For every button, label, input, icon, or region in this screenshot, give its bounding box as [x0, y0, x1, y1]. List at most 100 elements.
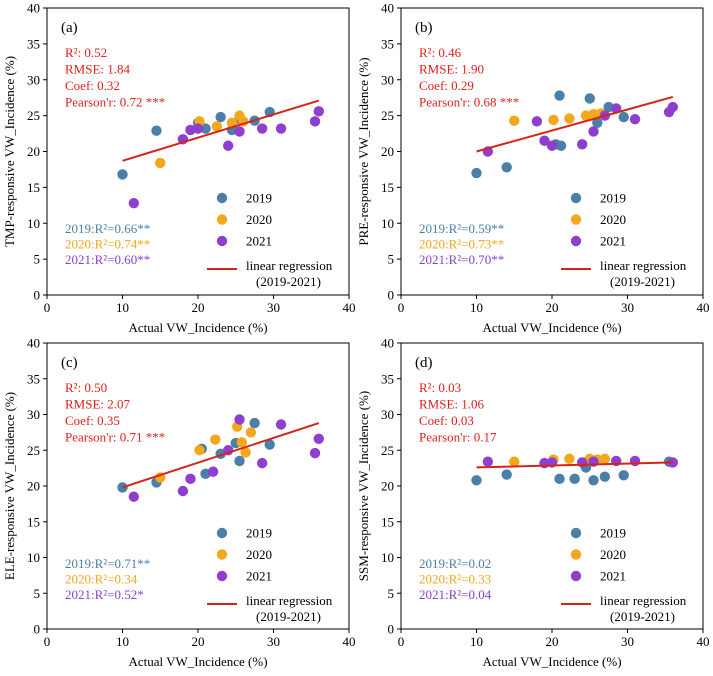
- point-2021: [208, 467, 218, 477]
- point-2019: [554, 90, 564, 100]
- legend-label: 2020: [600, 212, 626, 227]
- y-tick-label: 40: [27, 1, 40, 16]
- y-tick-label: 5: [34, 586, 41, 601]
- point-2019: [471, 475, 481, 485]
- y-tick-label: 10: [381, 216, 394, 231]
- scatter-panel-1: 0 10 20 30 40 0 5 10 15 20 25 30 35 40 Actual VW_Incid…: [2, 1, 356, 336]
- point-2021: [178, 486, 188, 496]
- y-tick-label: 25: [27, 108, 40, 123]
- stats-line: R²: 0.46: [419, 45, 462, 60]
- point-2019: [502, 162, 512, 172]
- point-2020: [600, 454, 610, 464]
- legend-label: 2021: [600, 234, 626, 249]
- year-stats-line: 2019:R²=0.66**: [65, 221, 150, 236]
- legend-label: linear regression: [246, 593, 333, 608]
- x-tick-label: 40: [343, 634, 356, 649]
- x-tick-label: 40: [343, 300, 356, 315]
- point-2021: [185, 474, 195, 484]
- legend-label: 2020: [246, 547, 272, 562]
- point-2021: [310, 448, 320, 458]
- panel-label: (a): [61, 20, 78, 36]
- x-tick-label: 30: [267, 634, 280, 649]
- point-2021: [577, 139, 587, 149]
- point-2019: [471, 168, 481, 178]
- x-axis-label: Actual VW_Incidence (%): [482, 654, 621, 669]
- x-tick-label: 20: [192, 634, 205, 649]
- y-tick-label: 30: [27, 407, 40, 422]
- point-2020: [194, 445, 204, 455]
- x-tick-label: 0: [44, 634, 51, 649]
- y-tick-label: 15: [27, 180, 40, 195]
- point-2021: [483, 456, 493, 466]
- x-tick-label: 30: [267, 300, 280, 315]
- y-tick-label: 15: [381, 514, 394, 529]
- y-tick-label: 0: [34, 288, 41, 303]
- point-2021: [129, 198, 139, 208]
- figure: 0 10 20 30 40 0 5 10 15 20 25 30 35 40 Actual VW_Incid…: [0, 0, 713, 676]
- x-tick-label: 30: [621, 300, 634, 315]
- scatter-panel-3: 0 10 20 30 40 0 5 10 15 20 25 30 35 40 Actual VW_Incid…: [2, 336, 356, 670]
- legend-label: 2019: [246, 191, 272, 206]
- scatter-panel-2: 0 10 20 30 40 0 5 10 15 20 25 30 35 40 Actual VW_Incid…: [356, 1, 710, 336]
- y-tick-label: 35: [381, 36, 394, 51]
- x-axis-label: Actual VW_Incidence (%): [128, 320, 267, 335]
- legend-marker-2021: [571, 571, 581, 581]
- point-2020: [548, 115, 558, 125]
- point-2020: [509, 456, 519, 466]
- x-tick-label: 40: [697, 300, 710, 315]
- year-stats-line: 2021:R²=0.52*: [65, 587, 144, 602]
- legend-marker-2019: [571, 528, 581, 538]
- legend-label: 2019: [600, 191, 626, 206]
- point-2021: [630, 114, 640, 124]
- y-tick-label: 0: [34, 622, 41, 637]
- y-tick-label: 35: [27, 36, 40, 51]
- legend-label: linear regression: [600, 258, 687, 273]
- stats-line: Coef: 0.03: [419, 413, 474, 428]
- year-stats-line: 2020:R²=0.74**: [65, 237, 150, 252]
- point-2021: [257, 458, 267, 468]
- stats-line: RMSE: 2.07: [65, 397, 131, 412]
- year-stats-line: 2020:R²=0.34: [65, 572, 138, 587]
- year-stats-line: 2021:R²=0.70**: [419, 252, 504, 267]
- x-tick-label: 30: [621, 634, 634, 649]
- point-2021: [276, 419, 286, 429]
- stats-line: RMSE: 1.06: [419, 397, 485, 412]
- point-2020: [237, 437, 247, 447]
- y-tick-label: 5: [388, 252, 395, 267]
- y-axis-label: ELE-responsive VW_Incidence (%): [2, 392, 17, 580]
- point-2021: [630, 456, 640, 466]
- point-2021: [668, 102, 678, 112]
- point-2019: [215, 112, 225, 122]
- y-tick-label: 5: [388, 586, 395, 601]
- y-tick-label: 25: [381, 108, 394, 123]
- y-tick-label: 20: [381, 479, 394, 494]
- legend-label: 2021: [246, 234, 272, 249]
- legend: 2019 2020 2021 linear regression(2019-2021): [561, 191, 687, 290]
- stats-line: Pearson'r: 0.17: [419, 430, 497, 445]
- point-2019: [585, 93, 595, 103]
- x-tick-label: 10: [116, 634, 129, 649]
- scatter-panel-4: 0 10 20 30 40 0 5 10 15 20 25 30 35 40 Actual VW_Incid…: [356, 336, 710, 670]
- y-tick-label: 20: [27, 479, 40, 494]
- y-tick-label: 25: [381, 443, 394, 458]
- stats-line: Coef: 0.29: [419, 78, 474, 93]
- legend-label: 2021: [600, 569, 626, 584]
- year-stats-line: 2021:R²=0.04: [419, 587, 492, 602]
- x-tick-label: 10: [470, 634, 483, 649]
- y-tick-label: 30: [381, 72, 394, 87]
- y-tick-label: 40: [381, 1, 394, 16]
- y-axis-label: PRE-responsive VW_Incidence (%): [356, 57, 371, 245]
- point-2019: [619, 470, 629, 480]
- point-2019: [502, 469, 512, 479]
- x-tick-label: 20: [546, 300, 559, 315]
- x-axis-label: Actual VW_Incidence (%): [128, 654, 267, 669]
- point-2021: [234, 126, 244, 136]
- point-2019: [569, 474, 579, 484]
- x-axis-label: Actual VW_Incidence (%): [482, 320, 621, 335]
- year-stats-line: 2019:R²=0.02: [419, 556, 491, 571]
- legend-marker-2020: [217, 214, 227, 224]
- point-2019: [117, 169, 127, 179]
- x-tick-label: 10: [116, 300, 129, 315]
- stats-line: Coef: 0.35: [65, 413, 120, 428]
- legend-marker-2020: [571, 214, 581, 224]
